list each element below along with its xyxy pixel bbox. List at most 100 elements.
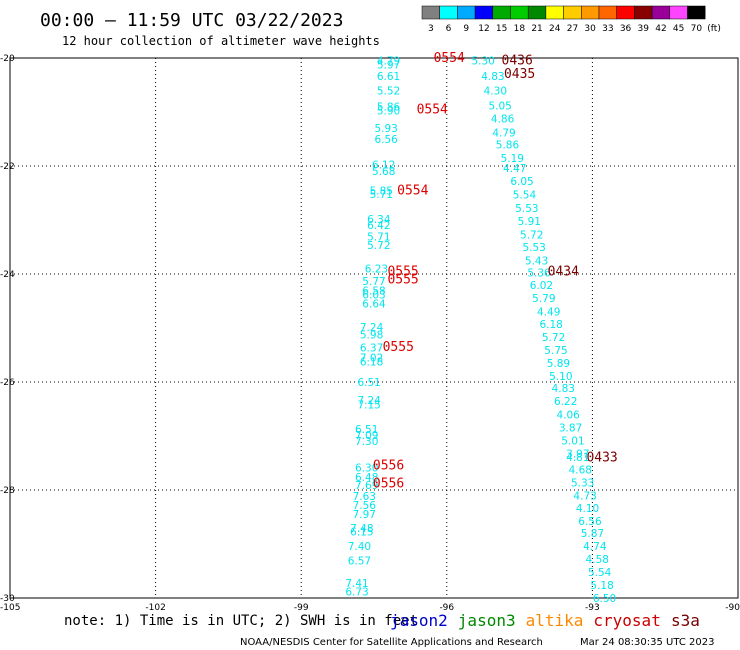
- wave-height-value: 5.30: [472, 56, 495, 68]
- colorbar-label: 21: [531, 24, 542, 34]
- wave-height-value: 6.51: [355, 424, 378, 436]
- wave-height-value: 4.86: [491, 113, 515, 125]
- wave-height-value: 4.83: [552, 383, 575, 395]
- wave-height-value: 7.40: [348, 541, 371, 553]
- credit-line: NOAA/NESDIS Center for Satellite Applica…: [240, 637, 543, 648]
- chart-subtitle: 12 hour collection of altimeter wave hei…: [62, 34, 380, 48]
- wave-height-value: 5.71: [367, 232, 390, 244]
- wave-height-value: 6.64: [362, 299, 386, 311]
- wave-height-value: 6.12: [372, 159, 395, 171]
- wave-height-value: 6.18: [539, 319, 562, 331]
- x-tick-label: -93: [585, 603, 600, 613]
- wave-height-value: 4.83: [481, 71, 504, 83]
- wave-height-value: 7.24: [360, 322, 384, 334]
- pass-time-label: 0434: [548, 264, 579, 279]
- pass-time-labels: 0554055405540555055505550556055604360435…: [373, 51, 618, 492]
- colorbar-swatch: [669, 5, 688, 20]
- y-axis-ticks: -20 -22 -24 -26 -28 -30: [0, 54, 15, 604]
- colorbar-label: 39: [638, 24, 650, 34]
- wave-height-value: 5.36: [527, 267, 551, 279]
- pass-time-label: 0435: [504, 67, 535, 82]
- wave-height-value: 6.56: [578, 516, 602, 528]
- colorbar-label: 36: [620, 24, 632, 34]
- colorbar-swatch: [492, 5, 511, 20]
- wave-height-value: 6.57: [348, 556, 371, 568]
- wave-height-value: 3.97: [566, 448, 589, 460]
- pass-time-label: 0555: [387, 264, 418, 279]
- wave-height-value: 4.79: [377, 56, 400, 68]
- wave-height-value: 5.53: [515, 203, 538, 215]
- wave-height-value: 6.18: [360, 356, 383, 368]
- plot-area: [9, 57, 739, 599]
- wave-height-value: 4.68: [569, 464, 592, 476]
- y-tick-label: -26: [0, 378, 15, 388]
- wave-height-value: 5.01: [561, 435, 584, 447]
- wave-height-value: 6.05: [510, 176, 533, 188]
- pass-time-label: 0555: [387, 272, 418, 287]
- wave-height-value: 4.81: [566, 452, 589, 464]
- wave-height-value: 5.86: [377, 102, 401, 114]
- wave-height-value: 4.47: [503, 163, 526, 175]
- colorbar-swatch: [474, 5, 494, 20]
- wave-height-value: 5.89: [547, 358, 570, 370]
- colorbar-label: 30: [584, 24, 596, 34]
- y-tick-label: -24: [0, 270, 15, 280]
- pass-time-label: 0555: [383, 340, 414, 355]
- wave-height-value: 5.72: [542, 332, 565, 344]
- colorbar-legend: 3 6 9 12 15 18 21 24 27 30 33 36 39 42 45 70 (ft): [421, 5, 721, 34]
- wave-height-value: 6.56: [374, 134, 398, 146]
- pass-time-label: 0436: [502, 54, 533, 69]
- wave-height-value: 5.93: [374, 123, 397, 135]
- wave-height-value: 4.79: [492, 128, 515, 140]
- wave-height-value: 4.58: [586, 554, 609, 566]
- wave-height-value: 6.51: [357, 377, 380, 389]
- x-tick-label: -105: [0, 603, 20, 613]
- colorbar-swatch: [457, 5, 476, 20]
- wave-height-value: 5.33: [571, 477, 594, 489]
- plot-border: [9, 57, 739, 599]
- wave-height-value: 7.41: [345, 578, 368, 590]
- colorbar-swatch: [563, 5, 582, 20]
- wave-height-value: 6.22: [554, 396, 577, 408]
- y-tick-label: -28: [0, 486, 15, 496]
- wave-height-value: 6.02: [530, 280, 553, 292]
- footnote: note: 1) Time is in UTC; 2) SWH is in fe…: [64, 613, 418, 629]
- wave-height-value: 5.87: [581, 528, 604, 540]
- chart-title: 00:00 – 11:59 UTC 03/22/2023: [40, 10, 343, 31]
- colorbar-label: 33: [602, 24, 613, 34]
- wave-height-value: 7.30: [355, 436, 378, 448]
- x-axis-ticks: -105 -102 -99 -96 -93 -90: [0, 603, 740, 613]
- wave-height-value: 6.50: [593, 593, 616, 605]
- wave-height-value: 6.30: [355, 462, 378, 474]
- colorbar-swatch: [687, 5, 706, 20]
- wave-height-value: 7.15: [357, 400, 380, 412]
- wave-height-value: 5.77: [362, 276, 385, 288]
- wave-height-value: 6.23: [365, 264, 388, 276]
- pass-time-label: 0556: [373, 477, 404, 492]
- wave-height-points: 4.795.976.615.525.865.905.936.566.125.68…: [345, 56, 616, 605]
- colorbar-swatch: [545, 5, 564, 20]
- wave-height-value: 5.86: [496, 139, 520, 151]
- y-tick-label: -22: [0, 162, 15, 172]
- y-tick-label: -20: [0, 54, 15, 64]
- wave-height-value: 5.10: [549, 371, 572, 383]
- colorbar-label: 24: [549, 24, 561, 34]
- wave-height-value: 5.18: [590, 580, 613, 592]
- wave-height-value: 5.53: [522, 242, 545, 254]
- wave-height-value: 7.02: [360, 353, 383, 365]
- mission-name: jason3: [458, 611, 516, 630]
- colorbar-label: 42: [655, 24, 666, 34]
- colorbar-label: 45: [673, 24, 684, 34]
- colorbar-swatch: [651, 5, 671, 20]
- wave-height-value: 6.03: [362, 290, 385, 302]
- mission-legend: jason2 jason3 altika cryosat s3a: [390, 611, 700, 630]
- colorbar-label: 12: [478, 24, 489, 34]
- wave-height-value: 7.48: [350, 523, 373, 535]
- wave-height-value: 5.97: [377, 59, 400, 71]
- mission-name: altika: [526, 611, 584, 630]
- wave-height-value: 4.49: [537, 306, 560, 318]
- wave-height-value: 6.37: [360, 342, 383, 354]
- x-tick-label: -90: [725, 603, 740, 613]
- colorbar-label: 3: [428, 24, 434, 34]
